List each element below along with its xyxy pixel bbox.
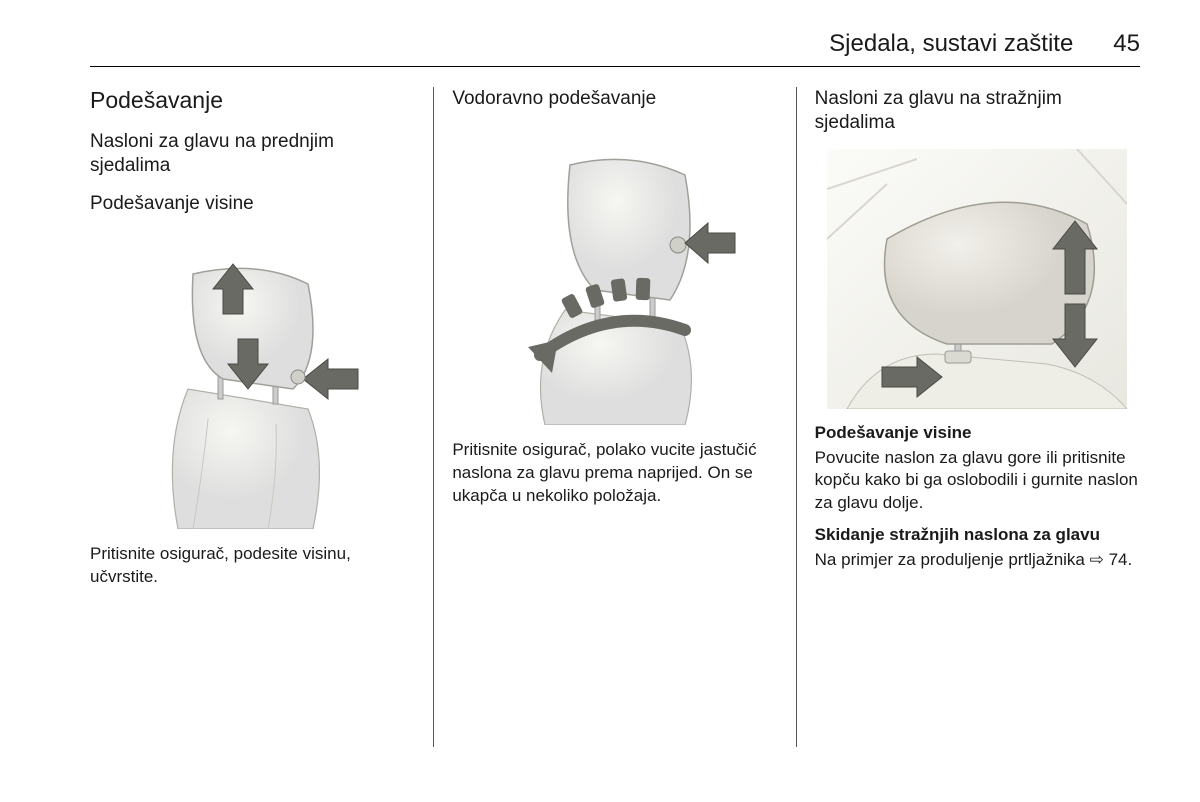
chapter-title: Sjedala, sustavi zaštite [829, 30, 1073, 58]
col2-illustration [452, 125, 777, 425]
headrest-horizontal-diagram [470, 125, 760, 425]
col1-illustration [90, 229, 415, 529]
col3-illustration [815, 149, 1140, 409]
page-reference-icon: ⇨ 74. [1090, 550, 1133, 569]
column-3: Nasloni za glavu na stražnjim sjedalima [796, 87, 1140, 747]
col3-heading: Nasloni za glavu na stražnjim sjedalima [815, 87, 1140, 135]
col1-sub2: Podešavanje visine [90, 192, 415, 216]
rear-headrest-diagram [827, 149, 1127, 409]
col3-caption2-text: Na primjer za produljenje prtljažnika [815, 550, 1090, 569]
col1-heading: Podešavanje [90, 87, 415, 114]
col3-sub2: Skidanje stražnjih naslona za glavu [815, 525, 1140, 545]
col2-heading: Vodoravno podešavanje [452, 87, 777, 111]
headrest-height-diagram [108, 229, 398, 529]
col1-sub1: Nasloni za glavu na prednjim sjedalima [90, 130, 415, 178]
col3-caption1: Povucite naslon za glavu gore ili pritis… [815, 447, 1140, 516]
page-header: Sjedala, sustavi zaštite 45 [90, 30, 1140, 67]
page-number: 45 [1113, 30, 1140, 58]
column-2: Vodoravno podešavanje [433, 87, 795, 747]
manual-page: Sjedala, sustavi zaštite 45 Podešavanje … [0, 0, 1200, 777]
content-columns: Podešavanje Nasloni za glavu na prednjim… [90, 87, 1140, 747]
col3-caption2: Na primjer za produljenje prtljažnika ⇨ … [815, 549, 1140, 572]
column-1: Podešavanje Nasloni za glavu na prednjim… [90, 87, 433, 747]
col1-caption: Pritisnite osigurač, podesite visinu, uč… [90, 543, 415, 589]
col3-sub1: Podešavanje visine [815, 423, 1140, 443]
col2-caption: Pritisnite osigurač, polako vucite jastu… [452, 439, 777, 508]
